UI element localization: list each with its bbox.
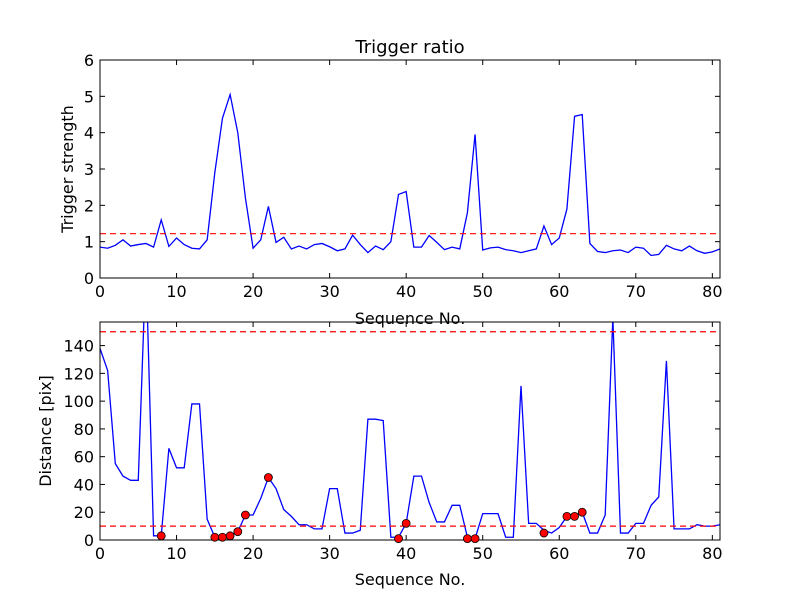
x-tick-label: 0 xyxy=(95,282,105,301)
y-axis-label: Distance [pix] xyxy=(36,375,55,487)
y-tick-label: 20 xyxy=(74,503,94,522)
x-tick-label: 70 xyxy=(626,282,646,301)
x-tick-label: 40 xyxy=(396,282,416,301)
y-tick-label: 140 xyxy=(63,337,94,356)
x-tick-label: 30 xyxy=(319,282,339,301)
series-line xyxy=(100,322,720,540)
trigger-marker xyxy=(562,511,572,521)
chart-title: Trigger ratio xyxy=(354,37,464,58)
x-tick-label: 80 xyxy=(702,544,722,563)
y-tick-label: 3 xyxy=(84,160,94,179)
trigger-marker xyxy=(241,510,250,520)
y-tick-label: 5 xyxy=(84,87,94,106)
y-tick-label: 2 xyxy=(84,196,94,215)
trigger-marker xyxy=(156,531,166,541)
x-tick-label: 10 xyxy=(166,282,186,301)
y-tick-label: 1 xyxy=(84,233,94,252)
trigger-marker xyxy=(577,507,587,517)
x-tick-label: 60 xyxy=(549,282,569,301)
y-tick-label: 0 xyxy=(84,269,94,288)
y-tick-label: 40 xyxy=(74,475,94,494)
x-axis-label: Sequence No. xyxy=(355,309,466,328)
chart-trigger-ratio: Trigger ratio 0 10 20 30 40 50 60 70 80 0 1 2 3 4 5 6 S… xyxy=(58,37,723,328)
x-tick-label: 10 xyxy=(166,544,186,563)
x-tick-label: 50 xyxy=(473,544,493,563)
y-tick-label: 4 xyxy=(84,124,94,143)
x-tick-label: 70 xyxy=(626,544,646,563)
trigger-marker xyxy=(218,532,227,542)
chart-distance: 0 10 20 30 40 50 60 70 80 0 20 40 60 80 100 120 140 Sequ… xyxy=(36,321,723,589)
x-tick-label: 60 xyxy=(549,544,569,563)
y-tick-label: 100 xyxy=(63,392,94,411)
trigger-marker xyxy=(470,534,480,544)
trigger-marker xyxy=(401,518,411,528)
x-axis-label: Sequence No. xyxy=(355,570,466,589)
x-tick-label: 0 xyxy=(95,544,105,563)
trigger-marker xyxy=(570,511,579,521)
y-axis-label: Trigger strength xyxy=(58,105,77,234)
x-tick-label: 30 xyxy=(319,544,339,563)
trigger-marker xyxy=(394,534,403,544)
x-tick-label: 50 xyxy=(473,282,493,301)
trigger-marker xyxy=(263,473,273,482)
trigger-marker xyxy=(233,527,243,537)
trigger-marker xyxy=(210,532,220,542)
x-tick-label: 20 xyxy=(243,282,263,301)
trigger-marker xyxy=(463,534,472,544)
x-tick-label: 40 xyxy=(396,544,416,563)
y-tick-label: 60 xyxy=(74,448,94,467)
y-tick-label: 6 xyxy=(84,51,94,70)
trigger-marker xyxy=(225,531,235,541)
series-line xyxy=(100,91,720,257)
x-tick-label: 80 xyxy=(702,282,722,301)
plot-frame xyxy=(99,321,721,541)
y-tick-label: 80 xyxy=(74,420,94,439)
x-tick-label: 20 xyxy=(243,544,263,563)
trigger-marker xyxy=(539,528,549,538)
y-tick-label: 120 xyxy=(63,364,94,383)
y-tick-label: 0 xyxy=(84,531,94,550)
